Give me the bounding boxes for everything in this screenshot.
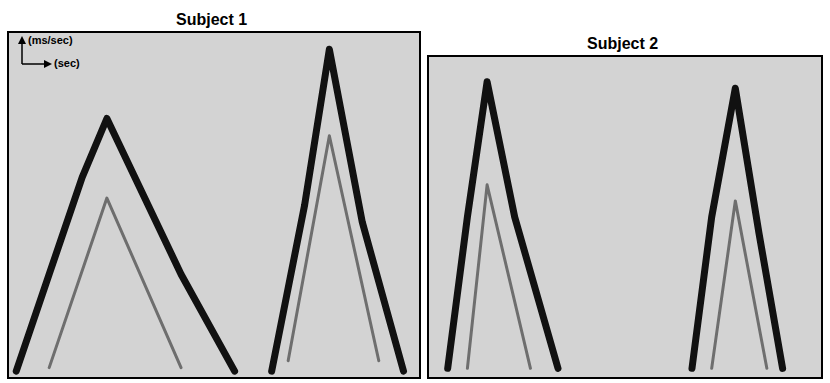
svg-text:Subject 2: Subject 2 <box>587 35 658 52</box>
svg-text:Subject 1: Subject 1 <box>176 11 247 28</box>
svg-text:(sec): (sec) <box>54 57 80 69</box>
svg-text:(ms/sec): (ms/sec) <box>28 34 73 46</box>
